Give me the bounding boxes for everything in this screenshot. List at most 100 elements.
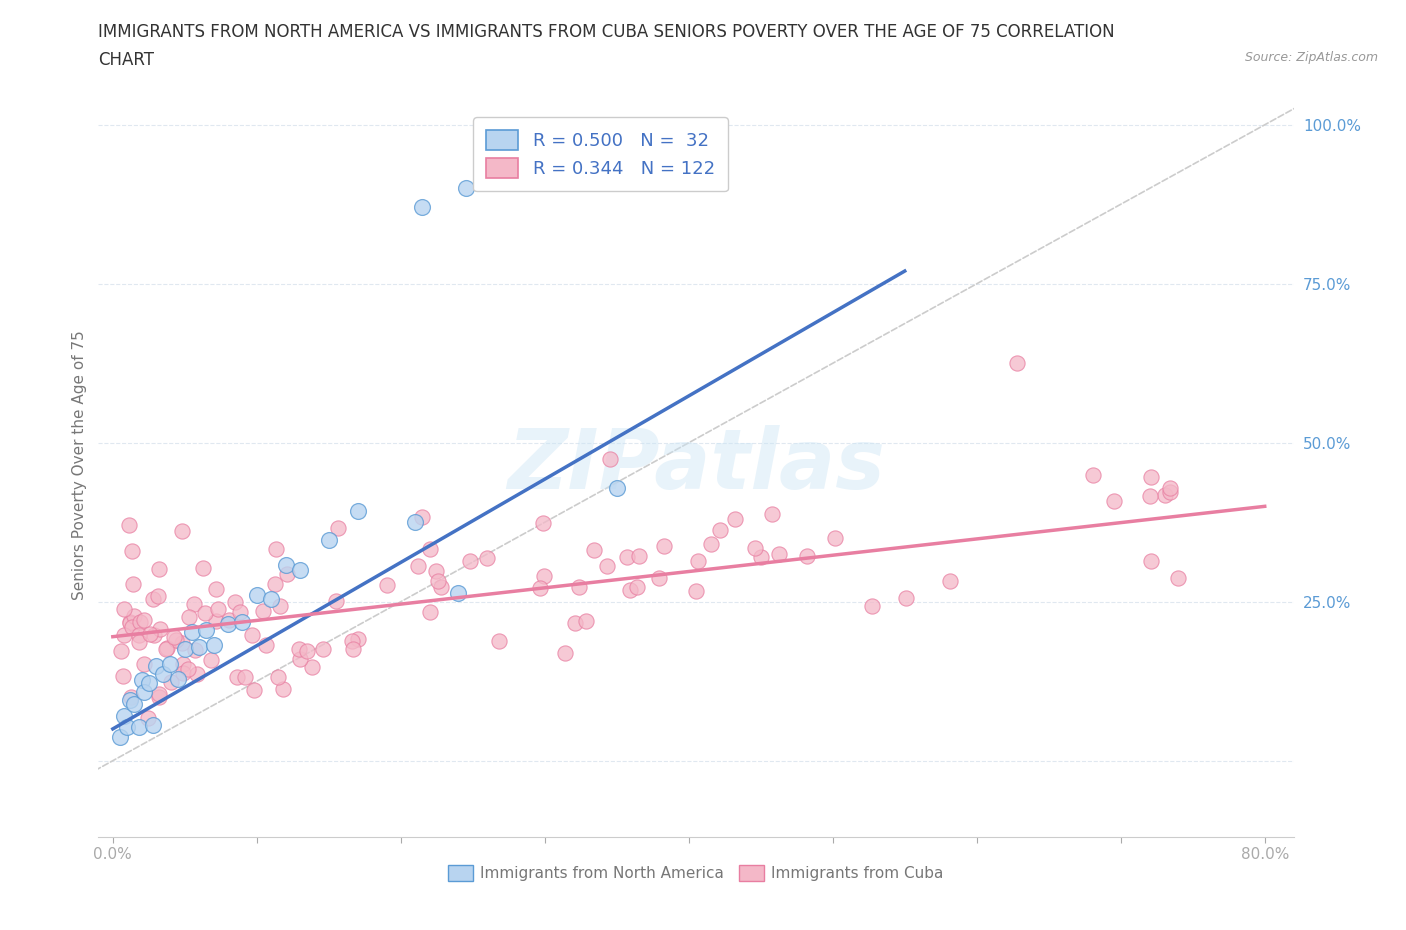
Point <box>824 530 846 545</box>
Point <box>1154 487 1177 502</box>
Point <box>122 609 145 624</box>
Point <box>128 628 150 643</box>
Point <box>1102 493 1125 508</box>
Point <box>596 558 619 573</box>
Point <box>166 671 188 686</box>
Point <box>274 558 297 573</box>
Point <box>120 614 142 629</box>
Point <box>744 540 766 555</box>
Point <box>240 628 263 643</box>
Point <box>860 599 883 614</box>
Point <box>177 661 200 676</box>
Point <box>529 580 551 595</box>
Point <box>142 717 165 732</box>
Point <box>347 631 370 646</box>
Point <box>1140 470 1163 485</box>
Point <box>170 636 193 651</box>
Point <box>599 452 621 467</box>
Point <box>533 568 555 583</box>
Point <box>252 604 274 619</box>
Point <box>224 594 246 609</box>
Point <box>346 504 368 519</box>
Point <box>181 625 204 640</box>
Point <box>226 670 249 684</box>
Point <box>165 632 187 647</box>
Point <box>173 642 195 657</box>
Point <box>156 641 179 656</box>
Point <box>170 524 193 538</box>
Point <box>131 673 153 688</box>
Point <box>454 181 477 196</box>
Point <box>246 588 269 603</box>
Point <box>121 543 143 558</box>
Point <box>531 516 554 531</box>
Point <box>193 605 215 620</box>
Point <box>626 580 648 595</box>
Point <box>172 666 194 681</box>
Point <box>233 670 256 684</box>
Point <box>1140 553 1163 568</box>
Point <box>112 669 135 684</box>
Point <box>186 667 208 682</box>
Point <box>183 597 205 612</box>
Point <box>159 657 181 671</box>
Point <box>628 549 651 564</box>
Point <box>231 615 253 630</box>
Point <box>132 612 155 627</box>
Point <box>193 561 215 576</box>
Point <box>328 521 350 536</box>
Point <box>149 621 172 636</box>
Point <box>575 614 598 629</box>
Point <box>297 644 319 658</box>
Point <box>488 633 510 648</box>
Point <box>606 481 628 496</box>
Point <box>654 539 676 554</box>
Point <box>195 623 218 638</box>
Point <box>120 616 142 631</box>
Point <box>342 642 364 657</box>
Point <box>582 543 605 558</box>
Point <box>375 578 398 592</box>
Point <box>202 638 225 653</box>
Point <box>148 589 170 604</box>
Text: IMMIGRANTS FROM NORTH AMERICA VS IMMIGRANTS FROM CUBA SENIORS POVERTY OVER THE A: IMMIGRANTS FROM NORTH AMERICA VS IMMIGRA… <box>98 23 1115 41</box>
Point <box>648 571 671 586</box>
Point <box>128 719 150 734</box>
Point <box>163 630 186 644</box>
Point <box>939 574 962 589</box>
Point <box>419 542 441 557</box>
Point <box>568 579 591 594</box>
Legend: Immigrants from North America, Immigrants from Cuba: Immigrants from North America, Immigrant… <box>449 866 943 882</box>
Point <box>108 730 131 745</box>
Point <box>269 599 291 614</box>
Point <box>110 644 132 658</box>
Point <box>121 619 143 634</box>
Point <box>460 553 482 568</box>
Point <box>761 507 783 522</box>
Point <box>142 591 165 606</box>
Point <box>155 642 177 657</box>
Point <box>218 613 240 628</box>
Point <box>709 523 731 538</box>
Text: CHART: CHART <box>98 51 155 69</box>
Point <box>112 602 135 617</box>
Point <box>148 562 170 577</box>
Y-axis label: Seniors Poverty Over the Age of 75: Seniors Poverty Over the Age of 75 <box>72 330 87 600</box>
Point <box>700 537 723 551</box>
Point <box>128 635 150 650</box>
Point <box>301 659 323 674</box>
Point <box>120 689 142 704</box>
Point <box>616 550 638 565</box>
Point <box>200 653 222 668</box>
Point <box>266 542 288 557</box>
Point <box>1005 355 1028 370</box>
Point <box>183 643 205 658</box>
Point <box>429 579 451 594</box>
Point <box>619 582 641 597</box>
Point <box>188 640 211 655</box>
Text: ZIPatlas: ZIPatlas <box>508 424 884 506</box>
Point <box>406 558 429 573</box>
Point <box>475 551 498 565</box>
Point <box>229 604 252 619</box>
Point <box>254 637 277 652</box>
